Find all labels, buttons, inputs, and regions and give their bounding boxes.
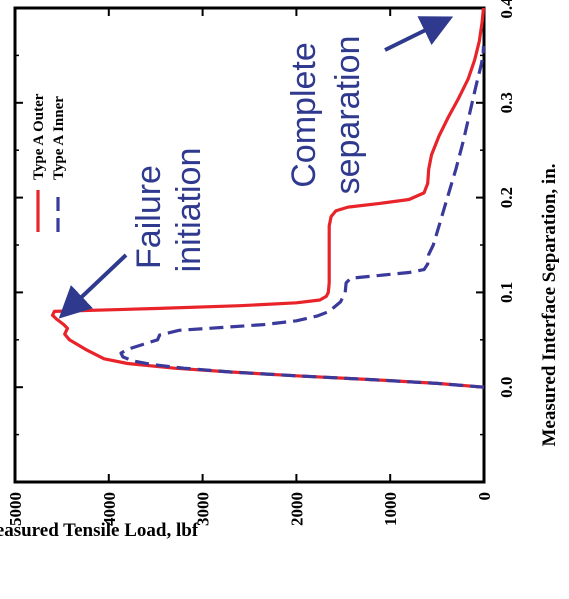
series-layer: [50, 7, 486, 389]
annotation-separation-arrow: [384, 16, 454, 52]
annotation-failure-arrow: [58, 253, 128, 319]
series-type-a-outer: [50, 7, 486, 389]
tick-marks: [14, 7, 485, 482]
annotation-failure-line2: initiation: [170, 148, 208, 273]
annotation-separation-line2: separation: [329, 36, 367, 195]
annotation-failure-line1: Failure: [130, 165, 168, 269]
load-tick-label: 5000: [6, 492, 25, 526]
load-tick-label: 3000: [194, 492, 213, 526]
separation-tick-label: 0.1: [497, 282, 516, 303]
load-tick-label: 2000: [287, 492, 306, 526]
plot-border: [13, 6, 486, 484]
annotation-layer: Failure initiation Complete separation: [58, 16, 454, 319]
x-axis-title: Measured Interface Separation, in.: [539, 163, 560, 446]
series-type-a-inner: [119, 45, 486, 389]
separation-tick-label: 0.2: [497, 187, 516, 208]
separation-tick-label: 0.4: [497, 0, 516, 19]
y-axis-title: Measured Tensile Load, lbf: [0, 520, 199, 541]
legend-label-inner: Type A Inner: [51, 96, 67, 180]
separation-tick-label: 0.3: [497, 92, 516, 113]
y-tick-labels: 0 1000 2000 3000 4000 5000: [6, 492, 494, 526]
x-tick-labels: 0.0 0.1 0.2 0.3 0.4: [497, 0, 516, 398]
legend: Type A Outer Type A Inner: [31, 93, 67, 232]
plot-frame: [13, 6, 486, 484]
legend-label-outer: Type A Outer: [31, 93, 47, 180]
load-tick-label: 1000: [381, 492, 400, 526]
load-tick-label: 0: [475, 492, 494, 501]
load-tick-label: 4000: [100, 492, 119, 526]
annotation-separation-line1: Complete: [285, 42, 323, 188]
separation-tick-label: 0.0: [497, 377, 516, 398]
